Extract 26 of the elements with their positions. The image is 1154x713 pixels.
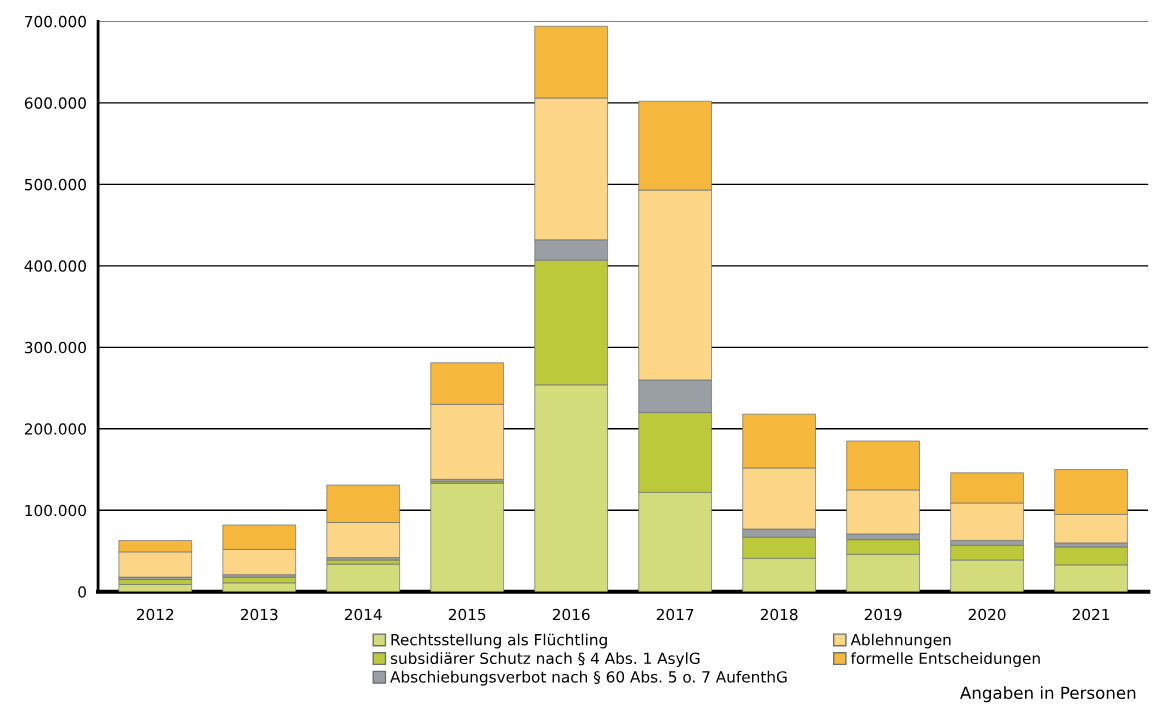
y-tick-label: 0 [78,586,86,598]
x-tick-label: 2017 [656,608,694,621]
bar [326,563,400,592]
text: Angaben in Personen [960,686,1136,703]
legend-label: Rechtsstellung als Flüchtling [391,633,607,649]
x-tick-label: 2020 [968,608,1006,621]
legend-label: subsidiärer Schutz nach § 4 Abs. 1 AsylG [390,652,700,668]
legend-label: Ablehnungen [850,633,951,649]
y-tick-label: 700.000 [25,15,86,28]
x-tick-label: 2019 [864,608,902,621]
legend-label: formelle Entscheidungen [850,652,1040,668]
y-tick-label: 500.000 [24,178,86,191]
x-tick-label: 2013 [240,608,278,621]
x-tick-label: 2015 [448,608,486,621]
x-tick-label: 2018 [760,608,798,621]
x-tick-label: 2016 [552,608,590,621]
x-tick-label: 2014 [344,608,382,621]
y-tick-label: 200.000 [24,423,86,435]
bar [430,483,504,592]
y-tick-label: 100.000 [25,504,86,517]
legend-label: Abschiebungsverbot nach § 60 Abs. 5 o. 7 AufenthG [390,670,787,686]
y-tick-label: 600.000 [24,97,86,109]
y-tick-label: 300.000 [24,341,86,354]
x-tick-label: 2021 [1072,608,1110,621]
y-tick-label: 400.000 [24,260,86,272]
x-tick-label: 2012 [136,608,174,621]
